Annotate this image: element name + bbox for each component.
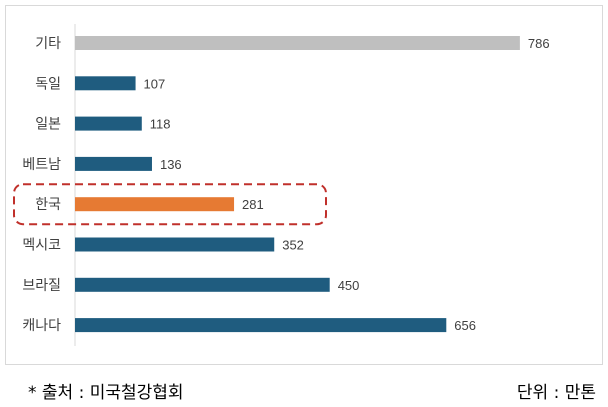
category-label: 한국 (35, 197, 61, 213)
highlight-group (13, 183, 327, 226)
bar (75, 36, 520, 50)
source-note: * 출처 : 미국철강협회 (28, 383, 184, 403)
data-label: 136 (160, 157, 182, 172)
bar (75, 197, 235, 212)
bar (75, 318, 447, 333)
data-label: 118 (150, 117, 171, 132)
bar-chart: 기타 786 독일 107 일본 118 베트남 136 한국 281 멕시코 352 브라질 450 캐나… (13, 24, 550, 346)
bars-group: 기타 786 독일 107 일본 118 베트남 136 한국 281 멕시코 352 브라질 450 캐나… (22, 36, 550, 334)
data-label: 786 (528, 36, 550, 51)
data-label: 281 (242, 197, 264, 212)
data-label: 656 (454, 318, 476, 333)
unit-note: 단위 : 만톤 (516, 383, 596, 403)
category-label: 베트남 (22, 157, 61, 173)
bar (75, 156, 152, 171)
bar (75, 76, 136, 91)
highlight-box (13, 183, 327, 226)
bar (75, 237, 275, 252)
category-label: 캐나다 (22, 318, 61, 334)
category-label: 독일 (35, 76, 61, 92)
data-label: 450 (338, 278, 360, 293)
bar (75, 277, 330, 292)
bar (75, 116, 142, 131)
chart-frame: 기타 786 독일 107 일본 118 베트남 136 한국 281 멕시코 352 브라질 450 캐나… (5, 5, 603, 365)
data-label: 107 (144, 76, 166, 91)
category-label: 멕시코 (22, 238, 61, 254)
data-label: 352 (282, 238, 304, 253)
category-label: 기타 (35, 36, 61, 52)
category-label: 브라질 (22, 278, 61, 294)
category-label: 일본 (35, 117, 61, 133)
